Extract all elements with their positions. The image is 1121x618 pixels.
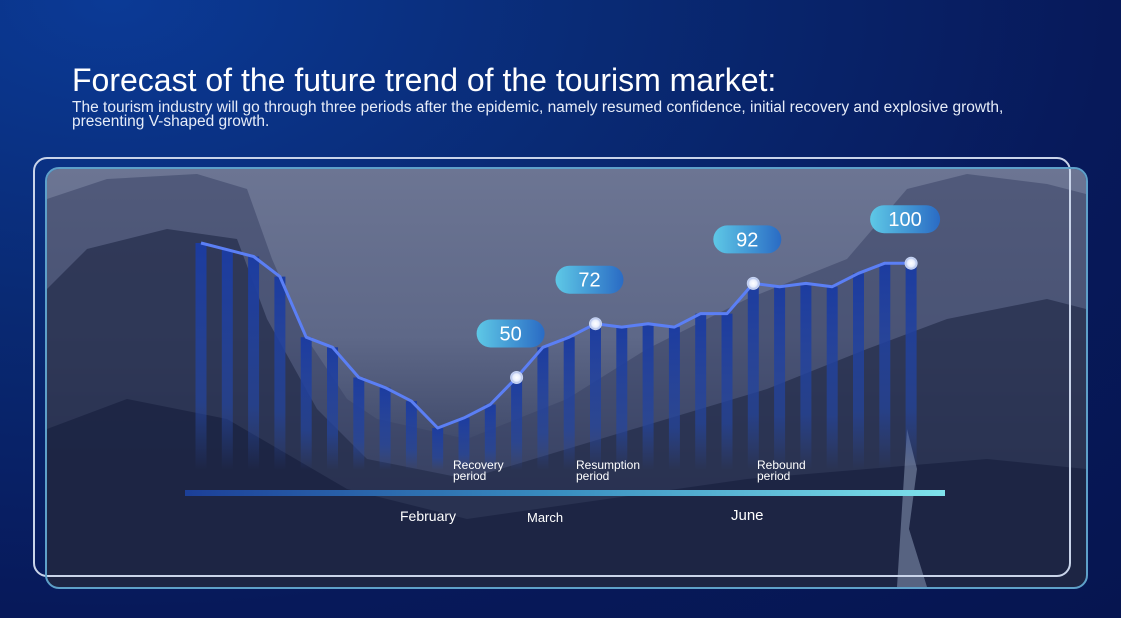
value-callouts: 50 72 92 100 (476, 205, 941, 348)
bar-12 (511, 377, 523, 470)
callout-pill-3 (870, 205, 941, 234)
page-title: Forecast of the future trend of the tour… (72, 62, 777, 98)
bar-3 (274, 276, 286, 470)
bar-14 (563, 337, 575, 470)
bar-4 (300, 337, 312, 470)
outer-frame (33, 157, 1071, 577)
period-label-rebound: Rebound period (757, 458, 806, 483)
bar-17 (642, 323, 654, 470)
callout-value-1: 72 (578, 270, 600, 292)
bar-10 (458, 417, 470, 470)
callout-2: 92 (713, 225, 782, 254)
page-subtitle: The tourism industry will go through thr… (72, 99, 1004, 130)
inner-frame (45, 167, 1088, 589)
bar-22 (774, 286, 786, 470)
callout-0: 50 (476, 319, 545, 348)
callout-3: 100 (870, 205, 941, 234)
bar-11 (484, 404, 496, 470)
trend-line (200, 241, 912, 430)
callout-value-0: 50 (499, 324, 521, 346)
month-label-march: March (527, 510, 564, 525)
month-label-february: February (400, 508, 457, 524)
timeline-bar (185, 490, 945, 496)
bar-9 (432, 428, 444, 470)
period-label-recovery: Recovery period (453, 458, 504, 483)
bar-8 (405, 401, 417, 470)
highlight-dots (510, 256, 918, 384)
bar-13 (537, 347, 549, 470)
bar-0 (195, 243, 207, 470)
callout-pill-1 (555, 265, 624, 294)
bar-20 (721, 313, 733, 470)
bar-18 (668, 327, 680, 470)
bar-25 (853, 273, 864, 470)
bar-19 (695, 313, 707, 470)
bar-26 (879, 263, 891, 470)
callout-pill-2 (713, 225, 782, 254)
callout-value-2: 92 (736, 229, 758, 251)
callout-value-3: 100 (888, 209, 921, 231)
highlight-dot-0 (510, 371, 524, 384)
bar-15 (590, 323, 601, 470)
period-label-resumption: Resumption period (576, 458, 641, 483)
highlight-dot-3 (904, 256, 918, 270)
bar-2 (248, 256, 260, 470)
bar-5 (327, 347, 338, 470)
bar-6 (353, 377, 365, 470)
bar-27 (905, 263, 917, 470)
bar-1 (221, 249, 233, 470)
highlight-dot-2 (746, 276, 760, 290)
bar-series (195, 243, 917, 470)
bar-7 (379, 387, 391, 470)
bar-23 (800, 283, 812, 470)
bar-16 (616, 327, 628, 470)
callout-1: 72 (555, 265, 624, 294)
callout-pill-0 (476, 319, 545, 348)
bar-24 (826, 286, 838, 470)
bar-21 (747, 283, 759, 470)
month-label-june: June (731, 507, 764, 524)
highlight-dot-1 (589, 317, 602, 331)
